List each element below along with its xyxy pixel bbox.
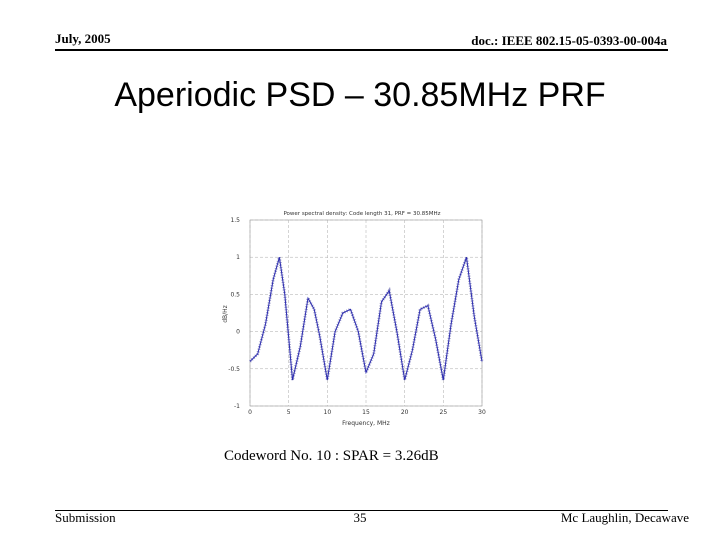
- slide-title: Aperiodic PSD – 30.85MHz PRF: [114, 76, 606, 114]
- y-tick-label: 1: [236, 254, 240, 261]
- footer-author: Mc Laughlin, Decawave: [560, 510, 689, 525]
- x-tick-label: 25: [440, 409, 448, 416]
- slide-caption: Codeword No. 10 : SPAR = 3.26dB: [224, 448, 439, 464]
- y-tick-label: 0: [236, 329, 240, 336]
- x-tick-label: 20: [401, 409, 409, 416]
- x-tick-label: 10: [324, 409, 332, 416]
- grid-lines: [249, 219, 483, 407]
- x-tick-label: 30: [478, 409, 486, 416]
- header-divider: [55, 49, 668, 51]
- y-tick-label: 0.5: [230, 291, 240, 298]
- x-tick-labels: 0 5 10 15 20 25 30: [248, 409, 486, 416]
- series-group: [248, 256, 484, 381]
- x-axis-label: Frequency, MHz: [342, 420, 390, 427]
- header-date: July, 2005: [55, 31, 111, 46]
- y-tick-label: -1: [234, 403, 240, 410]
- psd-chart: Power spectral density: Code length 31, …: [222, 211, 486, 427]
- y-tick-label: -0.5: [228, 366, 240, 373]
- header-doc-id: doc.: IEEE 802.15-05-0393-00-004a: [471, 33, 667, 48]
- series-line: [249, 257, 483, 381]
- x-tick-label: 0: [248, 409, 252, 416]
- footer-page-number: 35: [353, 510, 367, 525]
- chart-title: Power spectral density: Code length 31, …: [283, 211, 440, 217]
- footer-submission: Submission: [55, 510, 116, 525]
- footer-divider: [55, 510, 668, 511]
- y-axis-label: dB/Hz: [222, 305, 229, 323]
- x-tick-label: 15: [362, 409, 370, 416]
- y-tick-labels: 1.5 1 0.5 0 -0.5 -1: [228, 217, 240, 410]
- y-tick-label: 1.5: [230, 217, 240, 224]
- x-tick-label: 5: [287, 409, 291, 416]
